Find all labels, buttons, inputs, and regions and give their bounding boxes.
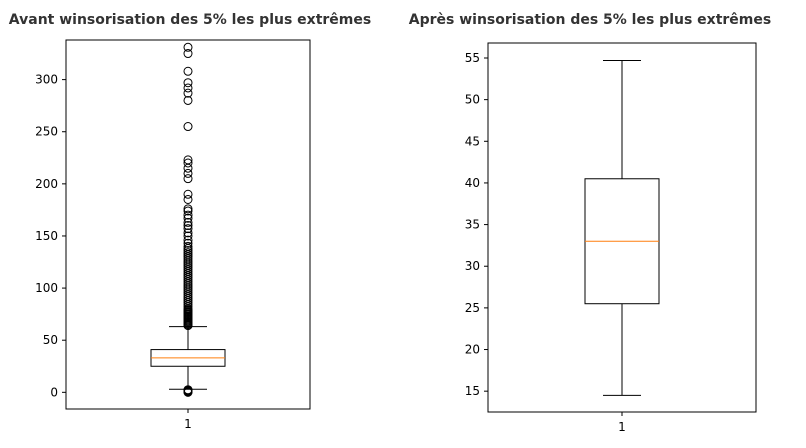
outlier-point	[183, 231, 193, 241]
outlier-point	[183, 204, 193, 214]
outlier-point	[183, 217, 193, 227]
y-tick-label: 300	[35, 73, 58, 87]
outlier-point	[183, 168, 193, 178]
y-tick-label: 15	[465, 384, 480, 398]
y-tick-label: 250	[35, 125, 58, 139]
chart-before-winsorisation: Avant winsorisation des 5% les plus extr…	[9, 12, 371, 431]
y-tick-label: 55	[465, 51, 480, 65]
outlier-point	[183, 49, 193, 59]
y-axis-after: 15 20 25 30 35 40 45 50 55	[465, 51, 488, 398]
outlier-point	[183, 241, 193, 251]
outlier-point	[183, 174, 193, 184]
outlier-point	[183, 122, 193, 132]
outlier-point	[183, 248, 193, 258]
y-tick-label: 100	[35, 281, 58, 295]
y-tick-label: 50	[465, 93, 480, 107]
outlier-point	[183, 246, 193, 256]
x-axis-before: 1	[184, 409, 192, 431]
outlier-point	[183, 224, 193, 234]
y-tick-label: 150	[35, 229, 58, 243]
outlier-point	[183, 88, 193, 98]
y-tick-label: 35	[465, 218, 480, 232]
outlier-point	[183, 158, 193, 168]
chart-after-winsorisation: Après winsorisation des 5% les plus extr…	[409, 12, 771, 434]
y-axis-before: 0 50 100 150 200 250 300	[35, 73, 66, 399]
outlier-point	[183, 83, 193, 93]
outlier-point	[183, 42, 193, 52]
x-tick-label: 1	[618, 420, 626, 434]
x-axis-after: 1	[618, 412, 626, 434]
chart-title-after: Après winsorisation des 5% les plus extr…	[409, 12, 771, 28]
outlier-point	[183, 189, 193, 199]
outlier-point	[183, 221, 193, 231]
marks-after	[584, 59, 660, 396]
outlier-point	[183, 95, 193, 105]
outlier-point	[183, 385, 193, 395]
outlier-point	[183, 66, 193, 76]
outlier-point	[183, 210, 193, 220]
y-tick-label: 0	[50, 385, 58, 399]
outlier-point	[183, 213, 193, 223]
outlier-point	[183, 155, 193, 165]
outlier-point	[183, 206, 193, 216]
y-tick-label: 20	[465, 343, 480, 357]
outlier-point	[183, 78, 193, 88]
x-tick-label: 1	[184, 417, 192, 431]
y-tick-label: 30	[465, 259, 480, 273]
y-tick-label: 200	[35, 177, 58, 191]
outlier-point	[183, 228, 193, 238]
y-tick-label: 25	[465, 301, 480, 315]
chart-title-before: Avant winsorisation des 5% les plus extr…	[9, 12, 371, 28]
y-tick-label: 45	[465, 134, 480, 148]
y-tick-label: 50	[43, 333, 58, 347]
outlier-point	[183, 194, 193, 204]
y-tick-label: 40	[465, 176, 480, 190]
outlier-point	[183, 235, 193, 245]
marks-before	[150, 42, 226, 397]
outlier-point	[183, 238, 193, 248]
